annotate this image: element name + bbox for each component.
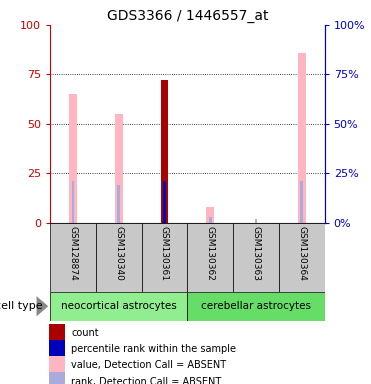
Text: GSM128874: GSM128874	[69, 226, 78, 281]
Text: value, Detection Call = ABSENT: value, Detection Call = ABSENT	[71, 360, 226, 370]
Title: GDS3366 / 1446557_at: GDS3366 / 1446557_at	[106, 8, 268, 23]
Bar	[187, 223, 233, 292]
Bar	[50, 292, 187, 321]
Polygon shape	[37, 296, 48, 316]
Bar	[69, 94, 77, 223]
Bar	[279, 223, 325, 292]
Bar	[255, 219, 257, 223]
Bar	[206, 207, 214, 223]
Bar	[233, 223, 279, 292]
Text: GSM130361: GSM130361	[160, 226, 169, 281]
Text: GSM130340: GSM130340	[114, 226, 123, 281]
Text: rank, Detection Call = ABSENT: rank, Detection Call = ABSENT	[71, 377, 221, 384]
Bar	[301, 181, 303, 223]
Bar	[49, 372, 65, 384]
Bar	[187, 292, 325, 321]
Bar	[298, 53, 306, 223]
Bar	[115, 114, 123, 223]
Text: percentile rank within the sample: percentile rank within the sample	[71, 344, 236, 354]
Bar	[209, 217, 211, 223]
Bar	[96, 223, 142, 292]
Bar	[72, 181, 74, 223]
Bar	[142, 223, 187, 292]
Bar	[117, 185, 120, 223]
Bar	[49, 340, 65, 361]
Text: cerebellar astrocytes: cerebellar astrocytes	[201, 301, 311, 311]
Bar	[50, 223, 96, 292]
Text: neocortical astrocytes: neocortical astrocytes	[61, 301, 177, 311]
Text: count: count	[71, 328, 99, 338]
Text: cell type: cell type	[0, 301, 43, 311]
Text: GSM130362: GSM130362	[206, 226, 215, 281]
Bar	[163, 181, 166, 223]
Bar	[49, 356, 65, 377]
Bar	[49, 323, 65, 344]
Bar	[161, 80, 168, 223]
Text: GSM130363: GSM130363	[252, 226, 260, 281]
Text: GSM130364: GSM130364	[297, 226, 306, 281]
